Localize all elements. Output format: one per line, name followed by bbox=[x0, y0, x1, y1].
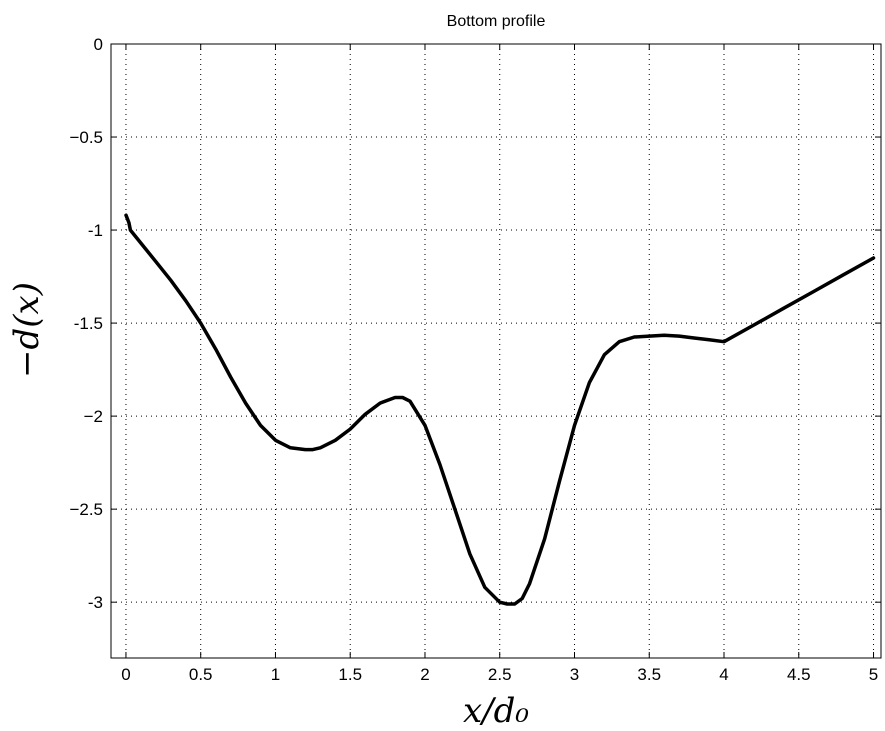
x-tick-label: 2.5 bbox=[488, 665, 512, 684]
x-tick-label: 0.5 bbox=[189, 665, 213, 684]
x-tick-label: 1.5 bbox=[338, 665, 362, 684]
x-axis-label: x/d₀ bbox=[463, 691, 529, 731]
x-tick-labels: 0 0.5 1 1.5 2 2.5 3 3.5 4 4.5 5 bbox=[121, 665, 878, 684]
x-tick-label: 4.5 bbox=[787, 665, 811, 684]
y-tick-label: -1.5 bbox=[74, 314, 103, 333]
chart-title: Bottom profile bbox=[447, 13, 546, 30]
y-tick-label: −2.5 bbox=[69, 500, 103, 519]
y-tick-label: -3 bbox=[88, 593, 103, 612]
y-tick-labels: 0 −0.5 -1 -1.5 −2 −2.5 -3 bbox=[69, 35, 103, 612]
y-tick-label: −0.5 bbox=[69, 128, 103, 147]
x-tick-label: 3 bbox=[570, 665, 579, 684]
plot-frame bbox=[110, 43, 882, 659]
x-tick-label: 4 bbox=[719, 665, 728, 684]
y-axis-label: −d(x) bbox=[7, 282, 47, 378]
y-tick-label: −2 bbox=[84, 407, 103, 426]
y-tick-label: 0 bbox=[94, 35, 103, 54]
x-tick-label: 2 bbox=[420, 665, 429, 684]
y-tick-label: -1 bbox=[88, 221, 103, 240]
x-tick-label: 1 bbox=[271, 665, 280, 684]
x-tick-label: 3.5 bbox=[637, 665, 661, 684]
series-line-bottom-profile bbox=[124, 213, 876, 606]
x-tick-label: 0 bbox=[121, 665, 130, 684]
x-tick-label: 5 bbox=[869, 665, 878, 684]
tick-marks bbox=[111, 43, 881, 658]
